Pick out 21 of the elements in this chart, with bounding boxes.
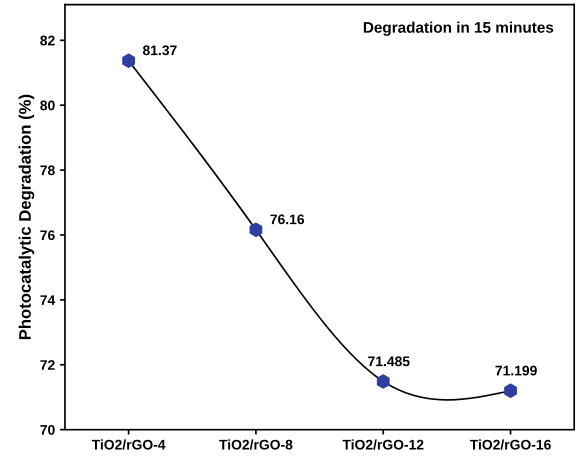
- annotation: Degradation in 15 minutes: [364, 22, 554, 36]
- data-label: 81.37: [142, 45, 177, 56]
- y-tick-label: 72: [40, 360, 55, 370]
- data-label: 76.16: [270, 214, 304, 224]
- y-tick-label: 80: [40, 100, 55, 110]
- data-label: 71.199: [495, 366, 537, 376]
- point: [250, 222, 262, 238]
- x-tick-label: TiO2/rGO-8: [219, 439, 292, 450]
- y-tick-label: 74: [40, 295, 56, 305]
- x-tick-label: TiO2/rGO-12: [342, 439, 424, 450]
- point: [376, 374, 390, 389]
- point: [122, 53, 136, 68]
- x-tick-label: TiO2/rGO-16: [470, 439, 551, 450]
- point: [504, 383, 517, 398]
- y-tick-label: 82: [40, 36, 55, 46]
- y-tick-label: 76: [40, 230, 55, 240]
- y-axis-title: Photocatalytic Degradation (%): [18, 94, 34, 340]
- y-tick-label: 70: [40, 424, 55, 435]
- x-tick-label: TiO2/rGO-4: [92, 439, 166, 450]
- data-label: 71.485: [368, 356, 410, 366]
- y-tick-label: 78: [40, 165, 55, 176]
